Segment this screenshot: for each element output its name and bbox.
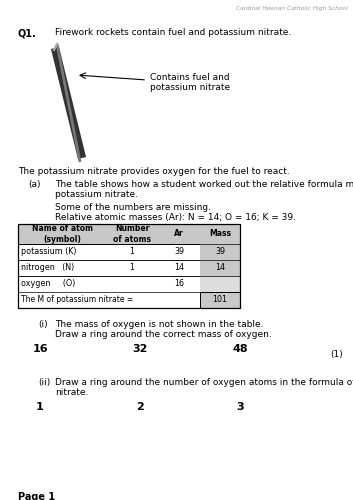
Bar — [18, 260, 240, 276]
Text: 1: 1 — [36, 402, 44, 412]
Text: Mass: Mass — [209, 230, 231, 238]
Text: Number
of atoms: Number of atoms — [113, 224, 151, 244]
Text: Draw a ring around the correct mass of oxygen.: Draw a ring around the correct mass of o… — [55, 330, 272, 339]
Text: 14: 14 — [174, 264, 184, 272]
Bar — [18, 224, 240, 244]
Text: 1: 1 — [130, 248, 134, 256]
Text: Contains fuel and: Contains fuel and — [150, 73, 229, 82]
Text: 16: 16 — [174, 280, 184, 288]
Text: Q1.: Q1. — [18, 28, 37, 38]
Text: potassium (K): potassium (K) — [21, 248, 77, 256]
Text: 101: 101 — [213, 296, 227, 304]
Text: (i): (i) — [38, 320, 48, 329]
Text: Cardinal Heenan Catholic High School: Cardinal Heenan Catholic High School — [236, 6, 348, 11]
Text: 2: 2 — [136, 402, 144, 412]
Text: nitrate.: nitrate. — [55, 388, 88, 397]
Text: The potassium nitrate provides oxygen for the fuel to react.: The potassium nitrate provides oxygen fo… — [18, 167, 290, 176]
Text: (1): (1) — [330, 350, 343, 359]
Bar — [18, 276, 240, 292]
Text: 14: 14 — [215, 264, 225, 272]
Text: The M of potassium nitrate =: The M of potassium nitrate = — [21, 296, 133, 304]
Text: Firework rockets contain fuel and potassium nitrate.: Firework rockets contain fuel and potass… — [55, 28, 291, 37]
Text: Some of the numbers are missing.: Some of the numbers are missing. — [55, 203, 211, 212]
Text: Draw a ring around the number of oxygen atoms in the formula of potassium: Draw a ring around the number of oxygen … — [55, 378, 353, 387]
Text: 32: 32 — [132, 344, 148, 354]
Text: (ii): (ii) — [38, 378, 50, 387]
Text: Name of atom
(symbol): Name of atom (symbol) — [31, 224, 92, 244]
Text: Ar: Ar — [174, 230, 184, 238]
Bar — [18, 224, 240, 308]
Text: potassium nitrate.: potassium nitrate. — [55, 190, 138, 199]
Text: 39: 39 — [174, 248, 184, 256]
Text: 16: 16 — [32, 344, 48, 354]
Text: (a): (a) — [28, 180, 41, 189]
Text: 3: 3 — [236, 402, 244, 412]
Text: potassium nitrate: potassium nitrate — [150, 83, 230, 92]
Text: The mass of oxygen is not shown in the table.: The mass of oxygen is not shown in the t… — [55, 320, 263, 329]
Text: Page 1: Page 1 — [18, 492, 55, 500]
Text: nitrogen   (N): nitrogen (N) — [21, 264, 74, 272]
Text: Relative atomic masses (Ar): N = 14; O = 16; K = 39.: Relative atomic masses (Ar): N = 14; O =… — [55, 213, 296, 222]
Text: The table shows how a student worked out the relative formula mass (M) of: The table shows how a student worked out… — [55, 180, 353, 189]
Text: oxygen     (O): oxygen (O) — [21, 280, 76, 288]
Bar — [200, 244, 240, 260]
Text: 39: 39 — [215, 248, 225, 256]
Bar — [200, 276, 240, 292]
Text: 1: 1 — [130, 264, 134, 272]
Bar — [200, 260, 240, 276]
Text: 48: 48 — [232, 344, 248, 354]
Bar — [200, 292, 240, 308]
Bar — [18, 244, 240, 260]
